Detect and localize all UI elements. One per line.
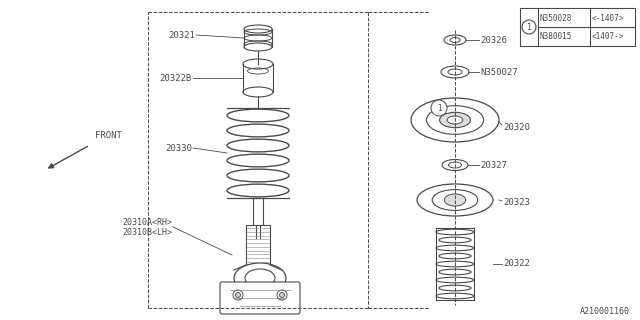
Ellipse shape [411,98,499,142]
Ellipse shape [234,263,286,293]
Text: N380015: N380015 [540,31,572,41]
Circle shape [431,100,447,116]
Text: 1: 1 [527,22,531,31]
Ellipse shape [243,59,273,69]
Bar [520,8,635,46]
Text: 20310B<LH>: 20310B<LH> [122,228,172,236]
Ellipse shape [244,43,272,51]
FancyBboxPatch shape [220,282,300,314]
Ellipse shape [450,37,460,43]
Text: 20322: 20322 [503,260,530,268]
Text: <-1407>: <-1407> [592,13,625,22]
Ellipse shape [441,66,469,78]
Circle shape [277,290,287,300]
Ellipse shape [448,69,462,75]
Text: 20320: 20320 [503,123,530,132]
Ellipse shape [417,184,493,216]
Ellipse shape [244,25,272,33]
Text: 20310A<RH>: 20310A<RH> [122,218,172,227]
Text: FRONT: FRONT [95,131,122,140]
Text: 20321: 20321 [168,30,195,39]
Ellipse shape [432,189,478,211]
Ellipse shape [426,106,484,134]
Ellipse shape [440,112,470,128]
Ellipse shape [449,162,461,168]
Circle shape [233,290,243,300]
Text: 20322B: 20322B [160,74,192,83]
Text: 1: 1 [436,103,442,113]
Ellipse shape [444,35,466,45]
Circle shape [236,292,241,298]
Text: N350027: N350027 [480,68,518,76]
Text: N350028: N350028 [540,13,572,22]
Ellipse shape [444,194,466,206]
Text: 20326: 20326 [480,36,507,44]
Text: 20330: 20330 [165,143,192,153]
Text: 20327: 20327 [480,161,507,170]
Ellipse shape [245,269,275,287]
Circle shape [280,292,285,298]
Ellipse shape [442,159,468,171]
Ellipse shape [447,116,463,124]
Text: 20323: 20323 [503,197,530,206]
Ellipse shape [243,87,273,97]
Circle shape [522,20,536,34]
Bar [246,225,270,265]
Text: <1407->: <1407-> [592,31,625,41]
Text: A210001160: A210001160 [580,308,630,316]
